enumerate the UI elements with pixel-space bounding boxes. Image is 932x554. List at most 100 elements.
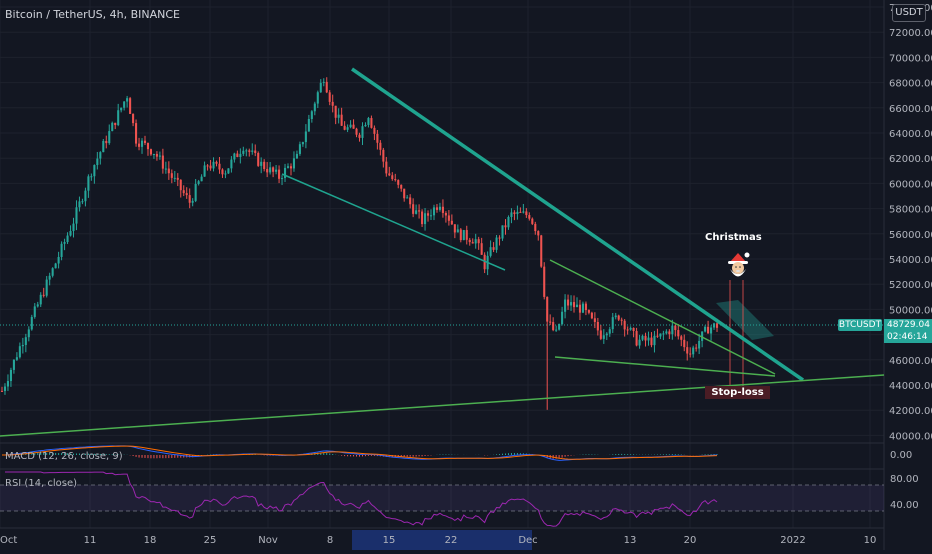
- candle-body: [0, 390, 4, 392]
- candle-body: [242, 150, 245, 154]
- candle-body: [135, 123, 138, 144]
- candle-body: [96, 158, 99, 166]
- candle-body: [480, 243, 483, 255]
- candle-body: [426, 213, 430, 216]
- candle-body: [278, 169, 281, 179]
- candle-body: [331, 101, 334, 106]
- candle-body: [444, 212, 447, 216]
- wedge-upper-trendline[interactable]: [549, 259, 776, 375]
- candle-body: [561, 311, 564, 324]
- candle-body: [361, 126, 364, 138]
- candle-body: [364, 124, 367, 127]
- price-tick-label: 64000.00: [889, 129, 932, 140]
- long-term-support-trendline[interactable]: [0, 374, 885, 437]
- candle-body: [516, 211, 519, 215]
- candle-body: [689, 353, 692, 355]
- macd-scale-label: 0.00: [890, 450, 912, 461]
- candle-body: [167, 168, 170, 174]
- price-tick-label: 40000.00: [889, 431, 932, 442]
- candle-body: [21, 344, 24, 347]
- candle-body: [340, 114, 343, 126]
- candle-body: [78, 201, 81, 208]
- candle-body: [647, 337, 650, 341]
- candle-body: [710, 327, 713, 334]
- rsi-line: [4, 471, 718, 527]
- candle-body: [230, 159, 233, 169]
- candle-body: [373, 127, 376, 134]
- candle-body: [245, 150, 248, 152]
- candle-body: [239, 153, 242, 157]
- descending-resistance-trendline[interactable]: [351, 67, 804, 382]
- rsi-band: [0, 485, 884, 511]
- candle-body: [367, 118, 370, 125]
- candle-body: [322, 81, 325, 83]
- macd-signal-line: [1, 445, 718, 460]
- candle-body: [90, 176, 93, 178]
- time-axis[interactable]: Oct 11 18 25 Nov 8 15 22 Dec 13 20 2022 10: [0, 535, 876, 546]
- candle-body: [328, 92, 331, 102]
- candle-body: [567, 299, 570, 306]
- candle-body: [686, 347, 689, 354]
- candle-body: [653, 335, 656, 346]
- candle-body: [179, 179, 182, 191]
- candle-body: [114, 122, 117, 126]
- currency-button[interactable]: USDT: [892, 4, 926, 22]
- candle-body: [209, 165, 212, 169]
- macd-legend[interactable]: MACD (12, 26, close, 9): [5, 451, 123, 462]
- candle-body: [474, 239, 477, 244]
- stop-loss-annotation[interactable]: Stop-loss: [705, 386, 770, 399]
- candle-body: [334, 105, 337, 118]
- candle-body: [617, 315, 620, 320]
- candle-body: [421, 211, 424, 225]
- candle-body: [632, 327, 635, 332]
- descending-support-trendline[interactable]: [281, 173, 506, 271]
- symbol-title[interactable]: Bitcoin / TetherUS, 4h, BINANCE: [5, 8, 181, 21]
- candle-body: [36, 304, 39, 307]
- candle-body: [415, 210, 418, 214]
- candle-body: [528, 215, 531, 219]
- candle-body: [111, 122, 114, 132]
- candle-body: [495, 237, 498, 250]
- candle-body: [146, 143, 150, 150]
- candle-body: [599, 330, 602, 339]
- wedge-lower-trendline[interactable]: [554, 356, 776, 377]
- candle-body: [358, 134, 361, 138]
- rsi-legend[interactable]: RSI (14, close): [5, 478, 78, 489]
- candle-body: [206, 165, 209, 167]
- candle-body: [385, 161, 388, 174]
- current-price-value: 48729.04: [887, 320, 930, 330]
- santa-icon: [728, 252, 750, 277]
- candle-body: [27, 329, 30, 338]
- candle-body: [102, 140, 105, 153]
- candle-body: [281, 178, 284, 180]
- candle-body: [552, 322, 555, 331]
- target-box[interactable]: [716, 300, 774, 340]
- candle-body: [620, 319, 623, 321]
- candle-body: [453, 224, 456, 233]
- candle-body: [325, 81, 328, 93]
- time-tick-label: 25: [204, 535, 217, 546]
- candle-body: [572, 302, 576, 308]
- candle-body: [123, 101, 126, 108]
- candle-body: [540, 235, 543, 267]
- candle-body: [394, 179, 397, 181]
- price-tick-label: 70000.00: [889, 53, 932, 64]
- time-tick-label: 20: [684, 535, 697, 546]
- candle-body: [57, 256, 60, 264]
- candle-body: [429, 215, 433, 217]
- candle-body: [522, 211, 525, 213]
- candle-body: [33, 306, 36, 317]
- christmas-annotation[interactable]: Christmas: [705, 232, 762, 243]
- candle-body: [212, 161, 215, 169]
- rsi-scale-label-80: 80.00: [890, 474, 919, 485]
- candle-body: [51, 268, 54, 276]
- candle-body: [292, 158, 296, 169]
- candle-body: [349, 124, 352, 128]
- candle-body: [99, 152, 102, 159]
- candle-body: [310, 111, 313, 119]
- candle-body: [397, 180, 400, 185]
- time-tick-label: 13: [624, 535, 637, 546]
- candle-body: [346, 127, 349, 130]
